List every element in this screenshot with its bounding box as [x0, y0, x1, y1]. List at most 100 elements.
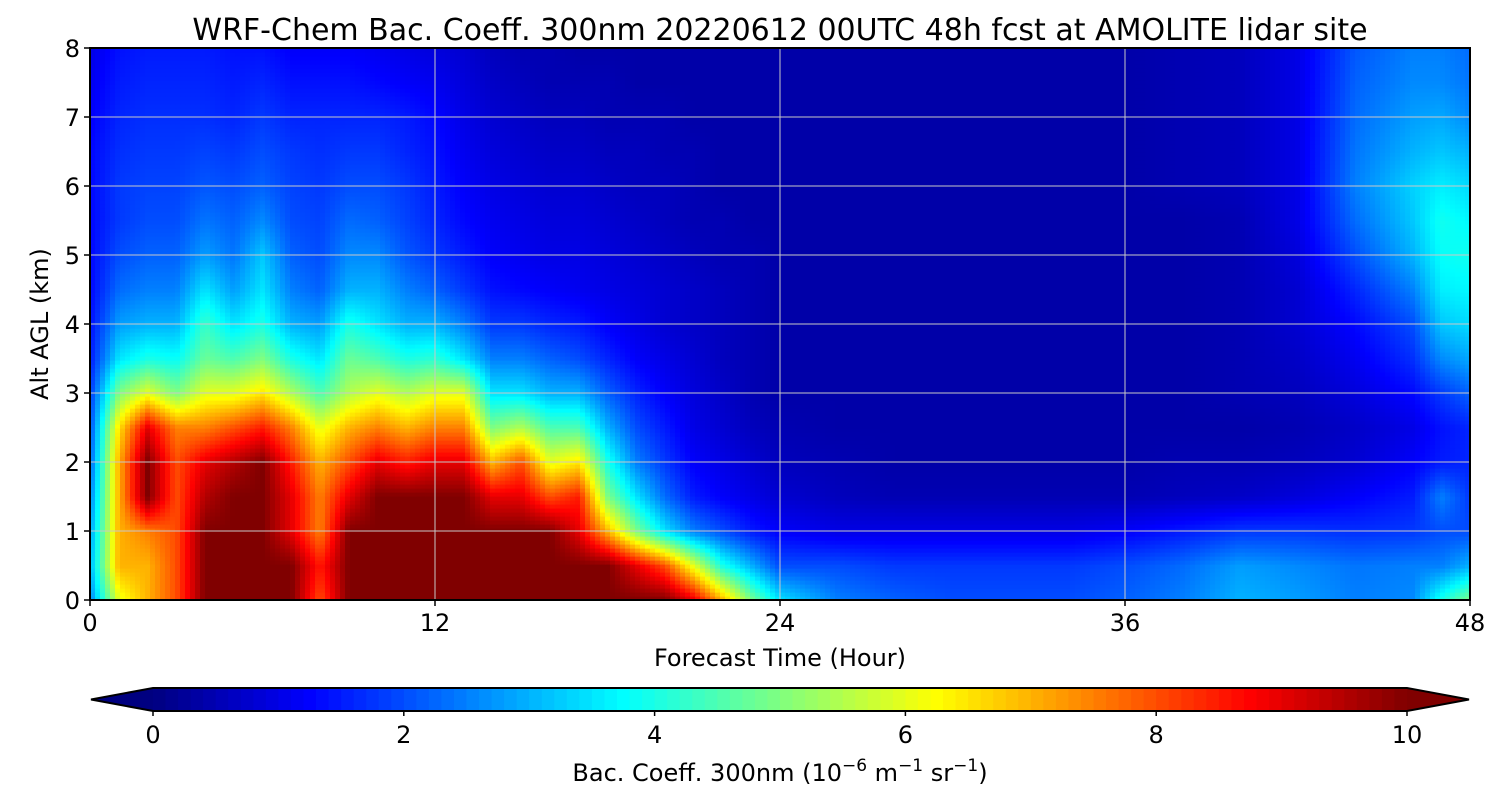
heatmap-cell — [145, 572, 151, 577]
heatmap-cell — [855, 596, 861, 600]
heatmap-cell — [585, 552, 591, 557]
heatmap-cell — [475, 540, 481, 545]
heatmap-cell — [325, 532, 331, 537]
heatmap-cell — [1400, 528, 1406, 533]
heatmap-cell — [1400, 572, 1406, 577]
heatmap-cell — [1355, 576, 1361, 581]
heatmap-cell — [955, 556, 961, 561]
heatmap-cell — [1055, 556, 1061, 561]
heatmap-cell — [755, 592, 761, 597]
heatmap-cell — [625, 576, 631, 581]
heatmap-cell — [1460, 568, 1466, 573]
heatmap-cell — [1005, 552, 1011, 557]
heatmap-cell — [235, 576, 241, 581]
heatmap-cell — [820, 568, 826, 573]
heatmap-cell — [440, 548, 446, 553]
heatmap-cell — [650, 552, 656, 557]
heatmap-cell — [955, 532, 961, 537]
heatmap-cell — [1455, 556, 1461, 561]
heatmap-cell — [1330, 580, 1336, 585]
heatmap-cell — [1380, 568, 1386, 573]
heatmap-cell — [1245, 568, 1251, 573]
heatmap-cell — [1175, 532, 1181, 537]
heatmap-cell — [120, 568, 126, 573]
heatmap-cell — [890, 560, 896, 565]
heatmap-cell — [1405, 588, 1411, 593]
heatmap-cell — [395, 580, 401, 585]
heatmap-cell — [195, 540, 201, 545]
heatmap-cell — [460, 580, 466, 585]
heatmap-cell — [90, 540, 96, 545]
heatmap-cell — [635, 532, 641, 537]
heatmap-cell — [335, 532, 341, 537]
heatmap-cell — [800, 564, 806, 569]
heatmap-cell — [1375, 584, 1381, 589]
heatmap-cell — [160, 560, 166, 565]
heatmap-cell — [260, 556, 266, 561]
heatmap-cell — [455, 556, 461, 561]
heatmap-cell — [525, 576, 531, 581]
heatmap-cell — [1075, 560, 1081, 565]
heatmap-cell — [605, 572, 611, 577]
heatmap-cell — [1035, 548, 1041, 553]
heatmap-cell — [1405, 580, 1411, 585]
heatmap-cell — [835, 596, 841, 600]
heatmap-cell — [965, 548, 971, 553]
heatmap-cell — [1370, 580, 1376, 585]
heatmap-cell — [975, 576, 981, 581]
heatmap-cell — [760, 536, 766, 541]
heatmap-cell — [190, 592, 196, 597]
heatmap-cell — [450, 568, 456, 573]
heatmap-cell — [1095, 592, 1101, 597]
heatmap-cell — [585, 568, 591, 573]
heatmap-cell — [1040, 576, 1046, 581]
heatmap-cell — [615, 580, 621, 585]
heatmap-cell — [585, 580, 591, 585]
heatmap-cell — [500, 536, 506, 541]
heatmap-cell — [625, 540, 631, 545]
heatmap-cell — [715, 592, 721, 597]
heatmap-cell — [450, 544, 456, 549]
heatmap-cell — [735, 568, 741, 573]
heatmap-cell — [1210, 584, 1216, 589]
heatmap-cell — [1225, 584, 1231, 589]
heatmap-cell — [1450, 532, 1456, 537]
heatmap-cell — [470, 544, 476, 549]
heatmap-cell — [920, 576, 926, 581]
heatmap-cell — [1120, 592, 1126, 597]
heatmap-cell — [1010, 544, 1016, 549]
heatmap-cell — [880, 536, 886, 541]
heatmap-cell — [620, 548, 626, 553]
heatmap-cell — [95, 540, 101, 545]
heatmap-cell — [345, 596, 351, 600]
heatmap-cell — [255, 556, 261, 561]
heatmap-cell — [1240, 568, 1246, 573]
heatmap-cell — [1315, 556, 1321, 561]
heatmap-cell — [985, 544, 991, 549]
heatmap-cell — [1170, 532, 1176, 537]
heatmap-cell — [435, 548, 441, 553]
heatmap-cell — [1360, 544, 1366, 549]
heatmap-cell — [1100, 560, 1106, 565]
heatmap-cell — [1340, 552, 1346, 557]
heatmap-cell — [245, 580, 251, 585]
heatmap-cell — [120, 596, 126, 600]
heatmap-cell — [460, 536, 466, 541]
heatmap-cell — [885, 528, 891, 533]
heatmap-cell — [465, 552, 471, 557]
heatmap-cell — [585, 584, 591, 589]
heatmap-cell — [1030, 592, 1036, 597]
heatmap-cell — [950, 532, 956, 537]
heatmap-cell — [990, 572, 996, 577]
heatmap-cell — [1145, 552, 1151, 557]
heatmap-cell — [900, 572, 906, 577]
heatmap-cell — [745, 552, 751, 557]
heatmap-cell — [280, 556, 286, 561]
heatmap-cell — [1335, 564, 1341, 569]
heatmap-cell — [1110, 568, 1116, 573]
heatmap-cell — [1070, 532, 1076, 537]
heatmap-cell — [685, 580, 691, 585]
heatmap-cell — [350, 548, 356, 553]
heatmap-cell — [640, 572, 646, 577]
heatmap-cell — [1460, 588, 1466, 593]
